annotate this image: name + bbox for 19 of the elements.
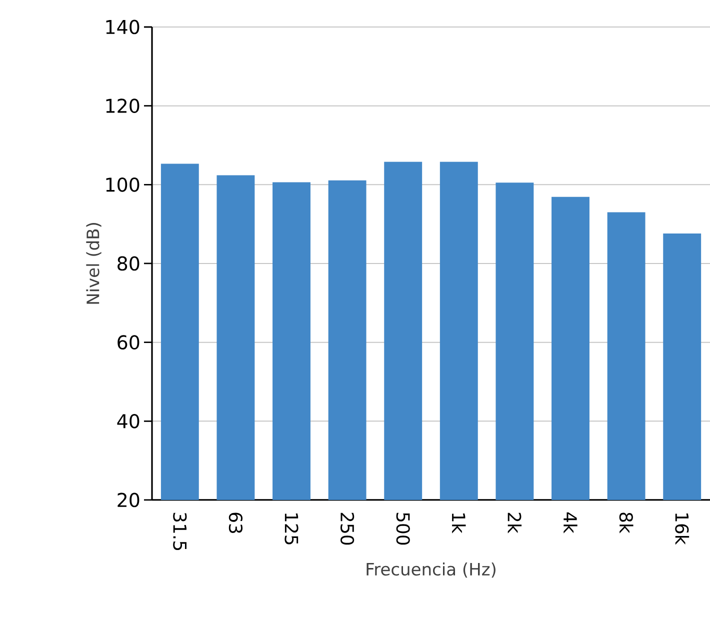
y-tick-label: 60 <box>118 335 140 350</box>
x-tick-label: 63 <box>228 512 243 533</box>
x-tick-label: 500 <box>396 512 410 545</box>
y-tick-label: 140 <box>106 20 140 34</box>
y-tick-label: 20 <box>118 492 140 508</box>
y-axis-title: Nivel (dB) <box>86 223 102 304</box>
x-axis-title: Frecuencia (Hz) <box>366 562 496 578</box>
x-tick-label: 1k <box>452 513 466 534</box>
y-tick-label: 120 <box>106 98 140 114</box>
x-tick-label: 16k <box>675 513 690 545</box>
y-tick-label: 80 <box>118 256 140 271</box>
x-tick-label: 31.5 <box>173 512 187 550</box>
x-tick-label: 4k <box>564 512 578 534</box>
x-tick-label: 125 <box>284 513 298 544</box>
x-tick-label: 250 <box>340 512 354 545</box>
x-tick-label: 8k <box>619 512 634 534</box>
y-tick-label: 40 <box>117 414 140 428</box>
x-tick-label: 2k <box>508 512 522 534</box>
y-tick-label: 100 <box>106 177 140 192</box>
